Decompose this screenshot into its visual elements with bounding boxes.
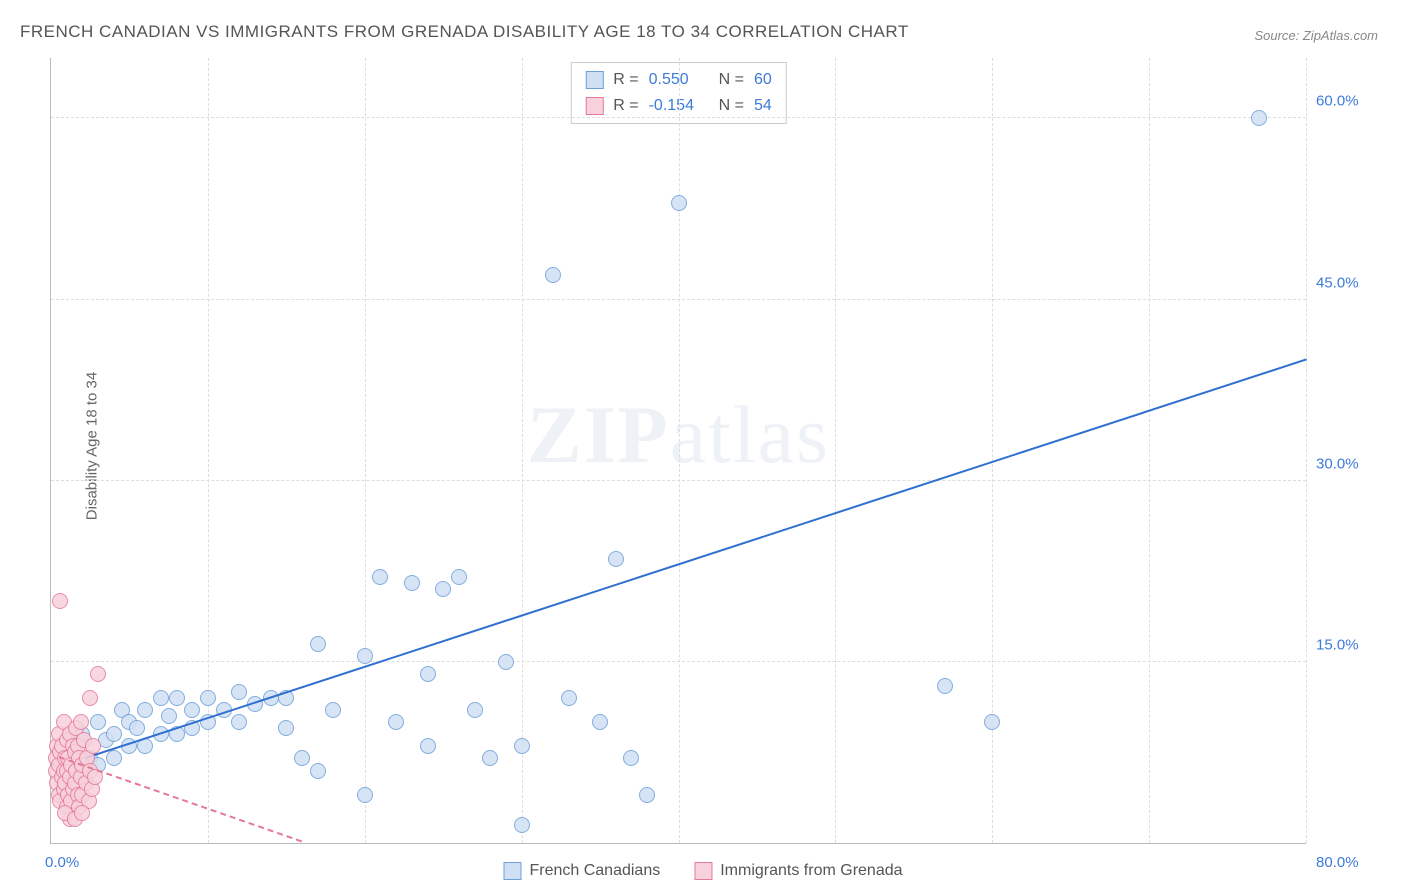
legend-label: Immigrants from Grenada (720, 862, 902, 880)
legend-swatch (585, 97, 603, 115)
data-point (137, 702, 153, 718)
data-point (1251, 110, 1267, 126)
data-point (420, 666, 436, 682)
data-point (671, 195, 687, 211)
legend-label: French Canadians (529, 862, 660, 880)
data-point (200, 690, 216, 706)
source-attribution: Source: ZipAtlas.com (1254, 28, 1378, 43)
data-point (231, 684, 247, 700)
data-point (357, 648, 373, 664)
data-point (73, 714, 89, 730)
legend-swatch (503, 862, 521, 880)
gridline-vertical (679, 58, 680, 843)
data-point (498, 654, 514, 670)
data-point (106, 726, 122, 742)
y-tick-label: 45.0% (1316, 274, 1386, 291)
data-point (937, 678, 953, 694)
n-label: N = (719, 93, 744, 119)
data-point (325, 702, 341, 718)
data-point (623, 750, 639, 766)
data-point (278, 720, 294, 736)
legend-swatch (694, 862, 712, 880)
n-label: N = (719, 67, 744, 93)
data-point (639, 787, 655, 803)
data-point (984, 714, 1000, 730)
plot-area: ZIPatlas R =0.550N =60R =-0.154N =54 15.… (50, 58, 1306, 844)
legend-swatch (585, 71, 603, 89)
y-tick-label: 60.0% (1316, 93, 1386, 110)
data-point (388, 714, 404, 730)
gridline-vertical (1306, 58, 1307, 843)
data-point (153, 690, 169, 706)
y-tick-label: 15.0% (1316, 636, 1386, 653)
data-point (435, 581, 451, 597)
gridline-vertical (1149, 58, 1150, 843)
y-tick-label: 30.0% (1316, 455, 1386, 472)
n-value: 60 (754, 67, 772, 93)
data-point (310, 763, 326, 779)
data-point (310, 636, 326, 652)
data-point (514, 817, 530, 833)
gridline-vertical (522, 58, 523, 843)
data-point (482, 750, 498, 766)
data-point (169, 690, 185, 706)
data-point (85, 738, 101, 754)
data-point (161, 708, 177, 724)
data-point (184, 702, 200, 718)
r-label: R = (613, 93, 638, 119)
data-point (592, 714, 608, 730)
data-point (294, 750, 310, 766)
data-point (90, 666, 106, 682)
data-point (52, 593, 68, 609)
r-label: R = (613, 67, 638, 93)
n-value: 54 (754, 93, 772, 119)
data-point (420, 738, 436, 754)
data-point (514, 738, 530, 754)
data-point (451, 569, 467, 585)
data-point (608, 551, 624, 567)
legend-item: French Canadians (503, 862, 660, 880)
data-point (106, 750, 122, 766)
x-tick-origin: 0.0% (45, 854, 79, 871)
data-point (404, 575, 420, 591)
data-point (90, 714, 106, 730)
x-tick-max: 80.0% (1316, 854, 1386, 871)
data-point (82, 690, 98, 706)
data-point (357, 787, 373, 803)
data-point (231, 714, 247, 730)
data-point (467, 702, 483, 718)
trend-line (66, 358, 1306, 764)
gridline-vertical (365, 58, 366, 843)
series-legend: French Canadians Immigrants from Grenada (503, 862, 902, 880)
data-point (372, 569, 388, 585)
chart-title: FRENCH CANADIAN VS IMMIGRANTS FROM GRENA… (20, 22, 909, 42)
legend-item: Immigrants from Grenada (694, 862, 902, 880)
data-point (129, 720, 145, 736)
gridline-vertical (835, 58, 836, 843)
data-point (545, 267, 561, 283)
data-point (74, 805, 90, 821)
data-point (561, 690, 577, 706)
